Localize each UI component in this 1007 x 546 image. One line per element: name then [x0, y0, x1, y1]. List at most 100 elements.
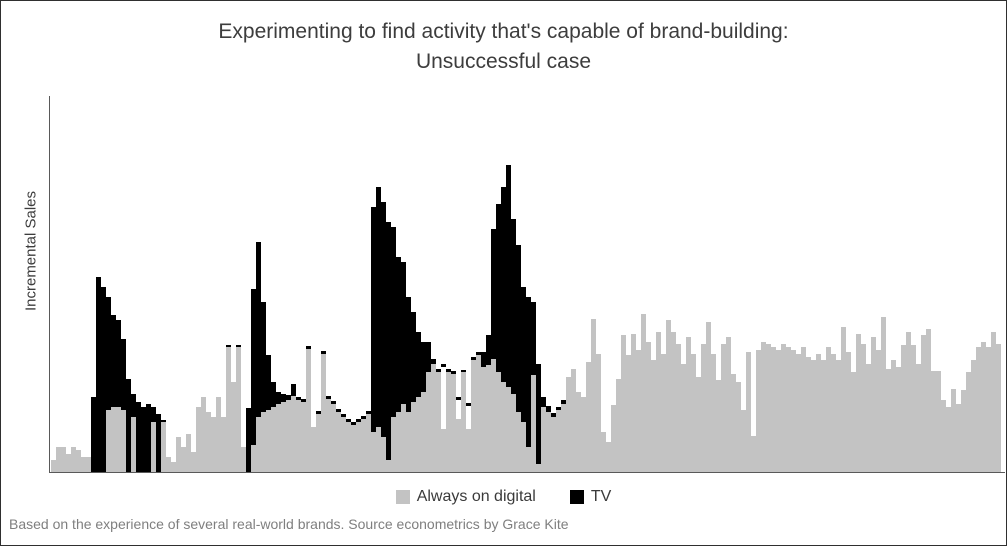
bar-week-91: [501, 187, 506, 472]
bar-week-116: [626, 355, 631, 472]
bar-week-73: [411, 312, 416, 472]
bar-week-181: [951, 389, 956, 472]
bar-week-36: [226, 345, 231, 472]
bar-week-87: [481, 352, 486, 472]
bar-week-156: [826, 347, 831, 472]
bar-week-122: [656, 332, 661, 472]
bar-week-168: [886, 369, 891, 472]
bar-week-113: [611, 405, 616, 472]
bar-week-60: [346, 419, 351, 472]
bar-week-57: [331, 401, 336, 472]
bar-week-26: [176, 437, 181, 472]
bar-week-180: [946, 407, 951, 472]
bar-week-106: [576, 392, 581, 472]
bar-week-16: [126, 379, 131, 472]
bar-week-72: [406, 297, 411, 472]
bar-week-98: [536, 364, 541, 472]
bar-week-107: [581, 397, 586, 472]
bar-week-68: [386, 222, 391, 472]
bar-week-27: [181, 447, 186, 472]
bar-week-70: [396, 257, 401, 472]
bar-week-12: [106, 297, 111, 472]
bar-week-30: [196, 407, 201, 472]
bar-week-67: [381, 202, 386, 472]
bar-week-112: [606, 442, 611, 472]
bar-week-17: [131, 394, 136, 472]
bar-week-185: [971, 360, 976, 472]
bar-week-58: [336, 409, 341, 472]
bar-week-78: [436, 369, 441, 472]
bar-week-29: [191, 452, 196, 472]
bar-week-61: [351, 422, 356, 472]
bar-week-127: [681, 364, 686, 472]
bar-week-136: [726, 337, 731, 472]
bar-week-141: [751, 436, 756, 472]
legend-item-digital: Always on digital: [395, 488, 536, 506]
bar-week-99: [541, 397, 546, 472]
bar-week-62: [356, 419, 361, 472]
bar-week-89: [491, 229, 496, 472]
bar-week-166: [876, 350, 881, 472]
bar-week-53: [311, 427, 316, 472]
bar-week-182: [956, 404, 961, 472]
bar-week-38: [236, 345, 241, 472]
bar-week-80: [446, 369, 451, 472]
bar-week-42: [256, 242, 261, 472]
bar-week-50: [296, 397, 301, 472]
source-footnote: Based on the experience of several real-…: [9, 516, 569, 532]
bar-week-133: [711, 354, 716, 472]
bar-week-162: [856, 334, 861, 472]
bar-week-117: [631, 334, 636, 472]
chart-title-line2: Unsuccessful case: [415, 50, 592, 73]
chart-title-line1: Experimenting to find activity that's ca…: [218, 20, 789, 43]
tv-swatch-icon: [569, 490, 584, 504]
y-axis-label: Incremental Sales: [22, 190, 40, 312]
bar-week-111: [601, 432, 606, 472]
bar-week-65: [371, 207, 376, 472]
bar-week-77: [431, 359, 436, 472]
bar-week-132: [706, 322, 711, 472]
bars: [51, 96, 1001, 472]
bar-week-94: [516, 245, 521, 472]
bar-week-22: [156, 414, 161, 472]
bar-week-90: [496, 204, 501, 472]
bar-week-129: [691, 354, 696, 472]
bar-week-19: [141, 407, 146, 472]
bar-week-146: [776, 350, 781, 472]
bar-week-152: [806, 357, 811, 472]
bar-week-108: [586, 362, 591, 472]
bar-week-33: [211, 417, 216, 472]
bar-week-49: [291, 384, 296, 472]
bar-week-13: [111, 315, 116, 472]
bar-week-10: [96, 277, 101, 472]
bar-week-18: [136, 402, 141, 472]
bar-week-121: [651, 360, 656, 472]
digital-swatch-icon: [395, 490, 410, 504]
bar-week-100: [546, 406, 551, 472]
bar-week-118: [636, 350, 641, 472]
bar-week-7: [81, 457, 86, 472]
bar-week-45: [271, 382, 276, 472]
bar-week-178: [936, 371, 941, 472]
bar-week-173: [911, 345, 916, 472]
legend-item-tv: TV: [569, 488, 611, 506]
bar-week-43: [261, 302, 266, 472]
bar-week-138: [736, 382, 741, 472]
bar-week-66: [376, 187, 381, 472]
bar-week-35: [221, 417, 226, 472]
bar-week-147: [781, 344, 786, 472]
bar-week-9: [91, 397, 96, 472]
bar-week-139: [741, 410, 746, 472]
bar-week-2: [56, 447, 61, 472]
bar-week-115: [621, 335, 626, 472]
bar-week-158: [836, 360, 841, 472]
bar-week-169: [891, 360, 896, 472]
bar-week-93: [511, 219, 516, 472]
bar-week-59: [341, 414, 346, 472]
bar-week-5: [71, 447, 76, 472]
bar-week-63: [361, 416, 366, 472]
bar-week-34: [216, 397, 221, 472]
bar-week-153: [811, 360, 816, 472]
bar-week-6: [76, 450, 81, 472]
bar-week-95: [521, 287, 526, 472]
